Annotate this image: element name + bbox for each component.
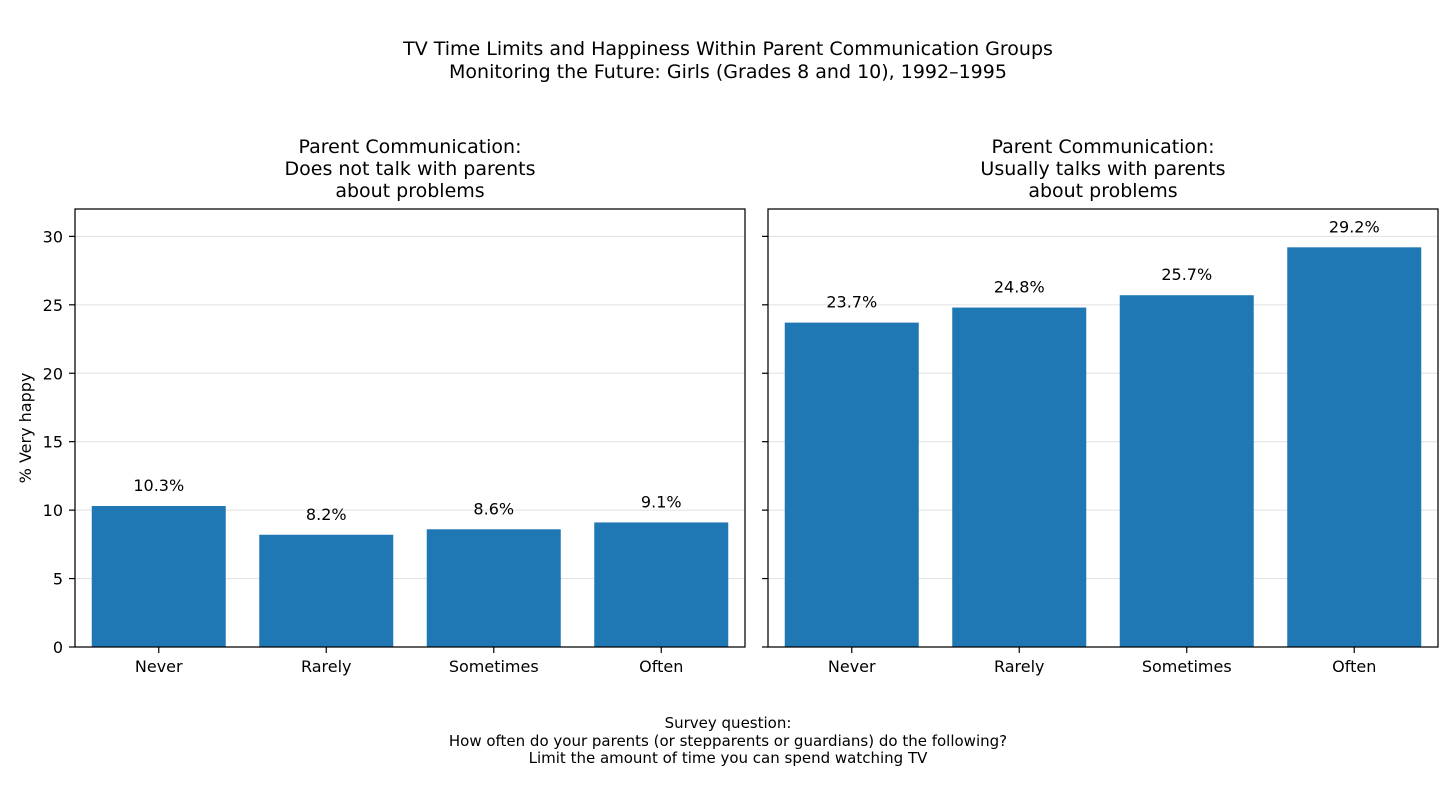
x-tick-label: Never xyxy=(135,657,183,676)
x-tick-label: Rarely xyxy=(301,657,352,676)
axes-frame xyxy=(767,208,1439,648)
panel-title-line: Parent Communication: xyxy=(991,136,1214,158)
bar-value-label: 25.7% xyxy=(1161,265,1212,284)
figure-title-line1: TV Time Limits and Happiness Within Pare… xyxy=(402,38,1053,60)
bar-value-label: 29.2% xyxy=(1329,217,1380,236)
panel-title-line: Usually talks with parents xyxy=(980,158,1225,180)
bar xyxy=(594,522,729,647)
bar xyxy=(426,529,561,647)
bar xyxy=(1287,247,1422,647)
chart-panel-2: Parent Communication:Usually talks with … xyxy=(762,136,1439,676)
x-tick-label: Sometimes xyxy=(1142,657,1232,676)
y-axis-label: % Very happy xyxy=(16,373,35,484)
axes-frame xyxy=(74,208,746,648)
y-tick-label: 10 xyxy=(43,501,63,520)
chart-panel-1: Parent Communication:Does not talk with … xyxy=(16,136,746,676)
figure-title-line2: Monitoring the Future: Girls (Grades 8 a… xyxy=(449,61,1007,83)
bar-value-label: 23.7% xyxy=(826,293,877,312)
caption-line3: Limit the amount of time you can spend w… xyxy=(529,749,928,767)
bar-value-label: 8.6% xyxy=(473,499,514,518)
y-tick-label: 5 xyxy=(53,570,63,589)
chart-panels: Parent Communication:Does not talk with … xyxy=(16,136,1439,676)
bar xyxy=(784,322,919,647)
panel-title-line: Parent Communication: xyxy=(298,136,521,158)
panel-title-line: about problems xyxy=(335,180,484,202)
caption-line1: Survey question: xyxy=(665,714,792,732)
x-tick-label: Often xyxy=(1332,657,1376,676)
y-tick-label: 15 xyxy=(43,433,63,452)
x-tick-label: Never xyxy=(828,657,876,676)
x-tick-label: Often xyxy=(639,657,683,676)
bar xyxy=(259,534,394,647)
x-tick-label: Rarely xyxy=(994,657,1045,676)
y-tick-label: 0 xyxy=(53,638,63,657)
bar-value-label: 10.3% xyxy=(133,476,184,495)
bar-value-label: 24.8% xyxy=(994,278,1045,297)
panel-title-line: about problems xyxy=(1028,180,1177,202)
bar-value-label: 9.1% xyxy=(641,492,682,511)
bar xyxy=(952,307,1087,647)
x-tick-label: Sometimes xyxy=(449,657,539,676)
caption-line2: How often do your parents (or stepparent… xyxy=(449,732,1007,750)
panel-title-line: Does not talk with parents xyxy=(285,158,536,180)
bar xyxy=(1119,295,1254,647)
y-tick-label: 30 xyxy=(43,227,63,246)
bar-value-label: 8.2% xyxy=(306,505,347,524)
y-tick-label: 20 xyxy=(43,364,63,383)
y-tick-label: 25 xyxy=(43,296,63,315)
bar xyxy=(91,506,226,647)
